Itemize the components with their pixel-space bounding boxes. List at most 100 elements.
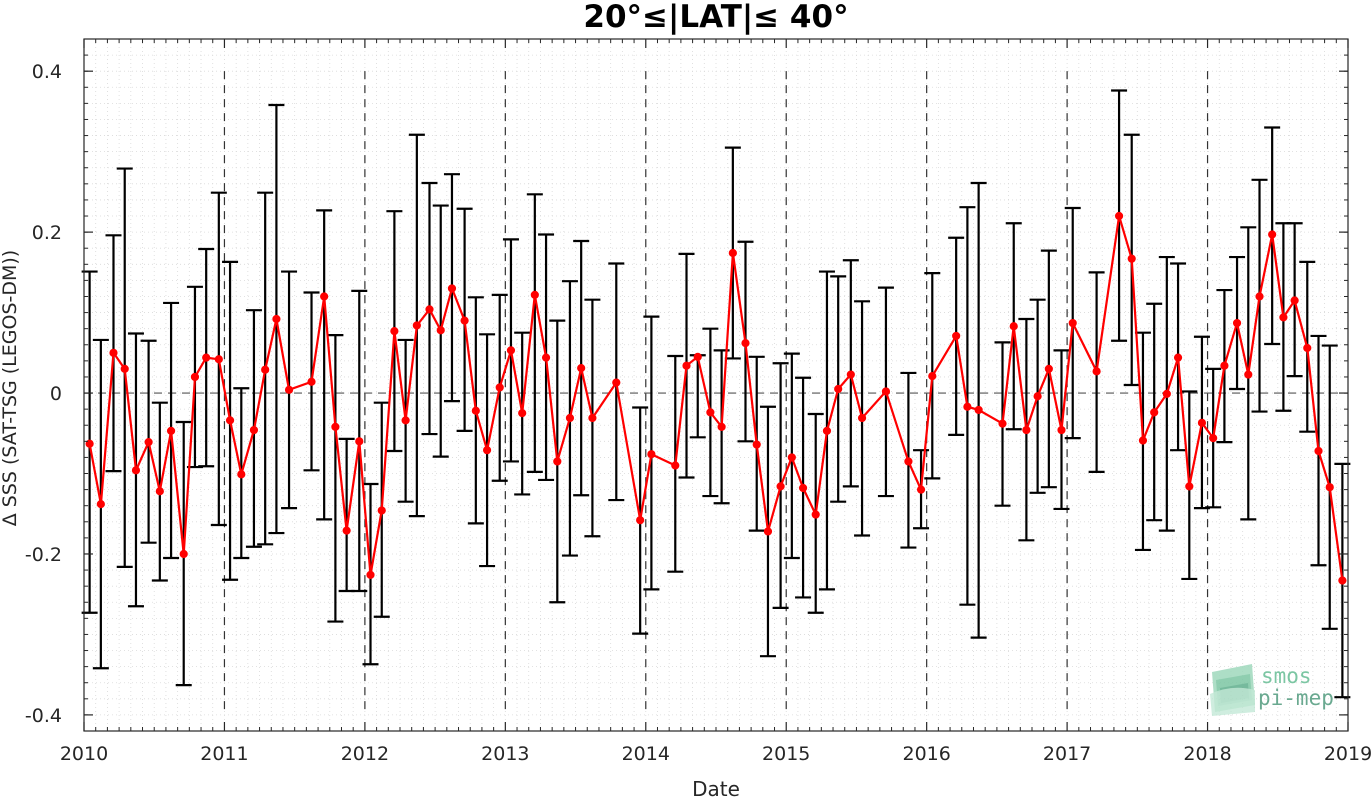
y-tick-label: 0.2 <box>32 222 62 244</box>
data-point <box>412 321 421 330</box>
data-point <box>904 457 913 466</box>
data-point <box>120 364 129 374</box>
data-point <box>320 292 329 301</box>
data-point <box>998 419 1007 428</box>
data-point <box>1197 418 1207 427</box>
data-point <box>1057 425 1066 435</box>
x-tick-label: 2018 <box>1183 743 1231 765</box>
x-axis-label: Date <box>692 777 740 799</box>
data-point <box>284 385 294 394</box>
data-point <box>741 339 750 348</box>
x-tick-label: 2013 <box>481 743 529 765</box>
data-point <box>366 570 375 579</box>
data-point <box>846 370 855 379</box>
x-tick-label: 2015 <box>762 743 810 765</box>
logo-pimep-text: pi-mep <box>1258 686 1334 710</box>
data-point <box>482 446 492 455</box>
data-point <box>460 316 469 325</box>
data-point <box>1303 343 1312 353</box>
data-point <box>612 378 621 387</box>
data-point <box>144 438 153 447</box>
data-point <box>1033 392 1042 401</box>
series-line <box>88 215 1344 581</box>
data-point <box>237 470 246 479</box>
y-tick-label: 0.4 <box>32 61 62 83</box>
data-point <box>1220 361 1229 370</box>
data-point <box>1314 446 1323 456</box>
data-point <box>974 405 983 415</box>
data-point <box>952 331 961 341</box>
data-point <box>916 485 926 494</box>
x-tick-label: 2016 <box>902 743 950 765</box>
data-point <box>131 466 141 475</box>
data-point <box>541 353 551 362</box>
data-point <box>530 290 539 299</box>
data-point <box>109 348 118 357</box>
data-point <box>963 402 972 411</box>
data-point <box>881 387 891 396</box>
data-point <box>355 437 364 446</box>
y-axis-label: Δ SSS (SAT-TSG (LEGOS-DM)) <box>0 250 21 526</box>
data-point <box>752 440 761 449</box>
x-tick-label: 2010 <box>60 743 108 765</box>
data-point <box>495 383 504 392</box>
data-point <box>377 506 386 515</box>
smos-pi-mep-logo: smos pi-mep <box>1210 664 1334 716</box>
data-point <box>834 384 843 394</box>
data-point <box>1114 211 1124 221</box>
data-point <box>1022 425 1031 435</box>
data-point <box>471 406 480 415</box>
data-point <box>331 422 340 431</box>
series-markers <box>85 211 1347 585</box>
data-point <box>763 527 773 536</box>
data-point <box>1138 436 1148 445</box>
data-point <box>553 457 562 466</box>
y-tick-label: -0.2 <box>25 544 62 566</box>
data-point <box>179 549 188 559</box>
data-point <box>1268 230 1277 239</box>
data-point <box>425 305 434 314</box>
data-point <box>506 346 516 355</box>
data-point <box>1255 292 1264 301</box>
y-tick-label: 0 <box>50 383 62 405</box>
data-point <box>577 364 586 373</box>
data-point <box>647 450 656 459</box>
chart-title: 20°≤|LAT|≤ 40° <box>583 0 848 35</box>
data-point <box>565 413 575 423</box>
x-tick-labels: 2010 2011 2012 2013 2014 2015 2016 2017 2018 2019 <box>60 743 1372 765</box>
data-point <box>249 425 259 435</box>
data-point <box>706 408 715 417</box>
logo-waves-icon <box>1210 664 1255 716</box>
data-point <box>96 499 105 509</box>
data-point <box>307 377 316 386</box>
data-point <box>190 372 200 382</box>
data-point <box>1173 353 1183 362</box>
data-point <box>1127 254 1136 263</box>
data-point <box>717 422 726 431</box>
data-point <box>1009 322 1018 331</box>
data-point <box>342 526 351 535</box>
data-point <box>1279 313 1288 322</box>
data-point <box>1244 370 1253 379</box>
data-point <box>1338 576 1347 585</box>
data-point <box>588 413 597 423</box>
data-point <box>728 248 737 258</box>
data-point <box>447 284 457 293</box>
data-point <box>436 326 445 335</box>
data-point <box>857 413 867 423</box>
data-point <box>1044 364 1053 374</box>
data-point <box>822 426 832 435</box>
data-point <box>166 426 176 435</box>
x-tick-label: 2011 <box>200 743 248 765</box>
x-tick-label: 2012 <box>341 743 389 765</box>
data-point <box>401 416 410 425</box>
data-point <box>261 365 270 374</box>
data-point <box>390 326 399 336</box>
data-point <box>671 461 680 470</box>
data-point <box>225 416 235 425</box>
data-point <box>1068 318 1077 328</box>
x-tick-label: 2014 <box>622 743 670 765</box>
data-point <box>85 439 94 448</box>
data-point <box>787 453 796 462</box>
y-tick-labels: -0.4 -0.2 0 0.2 0.4 <box>25 61 62 727</box>
